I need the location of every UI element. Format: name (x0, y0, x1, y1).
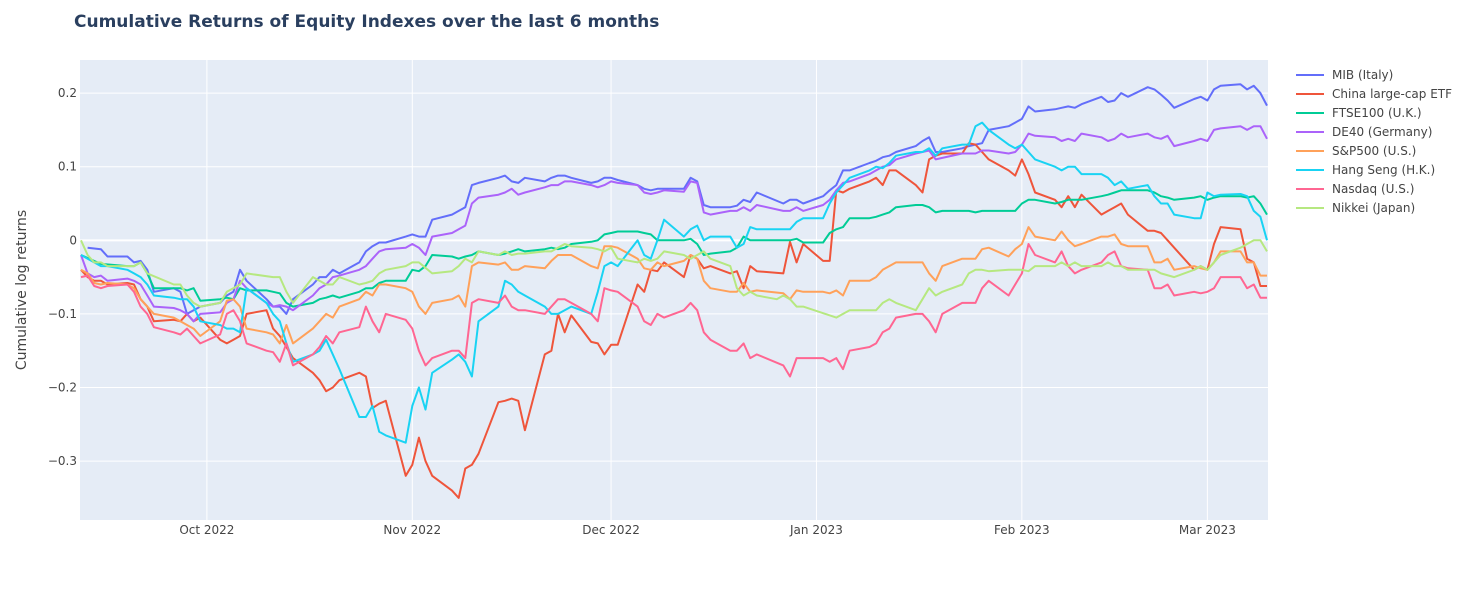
legend-label: China large-cap ETF (1332, 86, 1453, 101)
x-tick-label: Jan 2023 (789, 523, 843, 537)
x-tick-label: Feb 2023 (994, 523, 1050, 537)
x-tick-label: Nov 2022 (383, 523, 441, 537)
y-tick-label: −0.2 (48, 381, 77, 395)
legend-swatch (1296, 130, 1324, 133)
chart-title: Cumulative Returns of Equity Indexes ove… (74, 12, 660, 32)
legend-swatch (1296, 92, 1324, 95)
legend: MIB (Italy) China large-cap ETF FTSE100 (U… (1296, 65, 1452, 217)
legend-item[interactable]: Hang Seng (H.K.) (1296, 160, 1452, 179)
legend-item[interactable]: DE40 (Germany) (1296, 122, 1452, 141)
legend-swatch (1296, 168, 1324, 171)
legend-label: Nasdaq (U.S.) (1332, 181, 1415, 196)
legend-swatch (1296, 111, 1324, 114)
legend-swatch (1296, 206, 1324, 209)
y-tick-label: −0.3 (48, 454, 77, 468)
series-line-2 (80, 189, 1268, 308)
legend-item[interactable]: FTSE100 (U.K.) (1296, 103, 1452, 122)
y-axis-label: Cumulative log returns (14, 210, 30, 370)
y-tick-label: 0 (69, 233, 77, 247)
legend-item[interactable]: MIB (Italy) (1296, 65, 1452, 84)
x-tick-label: Dec 2022 (582, 523, 640, 537)
legend-swatch (1296, 187, 1324, 190)
legend-label: DE40 (Germany) (1332, 124, 1433, 139)
legend-swatch (1296, 149, 1324, 152)
x-tick-label: Mar 2023 (1179, 523, 1236, 537)
legend-label: MIB (Italy) (1332, 67, 1394, 82)
legend-label: S&P500 (U.S.) (1332, 143, 1417, 158)
legend-item[interactable]: S&P500 (U.S.) (1296, 141, 1452, 160)
legend-item[interactable]: China large-cap ETF (1296, 84, 1452, 103)
legend-label: FTSE100 (U.K.) (1332, 105, 1422, 120)
series-line-0 (87, 83, 1268, 315)
legend-item[interactable]: Nasdaq (U.S.) (1296, 179, 1452, 198)
y-tick-label: −0.1 (48, 307, 77, 321)
y-tick-label: 0.2 (58, 86, 77, 100)
series-line-6 (80, 243, 1267, 378)
y-tick-label: 0.1 (58, 160, 77, 174)
legend-swatch (1296, 73, 1324, 76)
series-line-7 (80, 239, 1268, 319)
plot-area (80, 60, 1268, 520)
legend-label: Nikkei (Japan) (1332, 200, 1416, 215)
x-tick-label: Oct 2022 (179, 523, 234, 537)
series-line-5 (80, 121, 1268, 444)
series-line-1 (80, 142, 1267, 499)
legend-label: Hang Seng (H.K.) (1332, 162, 1436, 177)
legend-item[interactable]: Nikkei (Japan) (1296, 198, 1452, 217)
series-line-4 (80, 226, 1267, 345)
series-line-3 (80, 125, 1268, 323)
